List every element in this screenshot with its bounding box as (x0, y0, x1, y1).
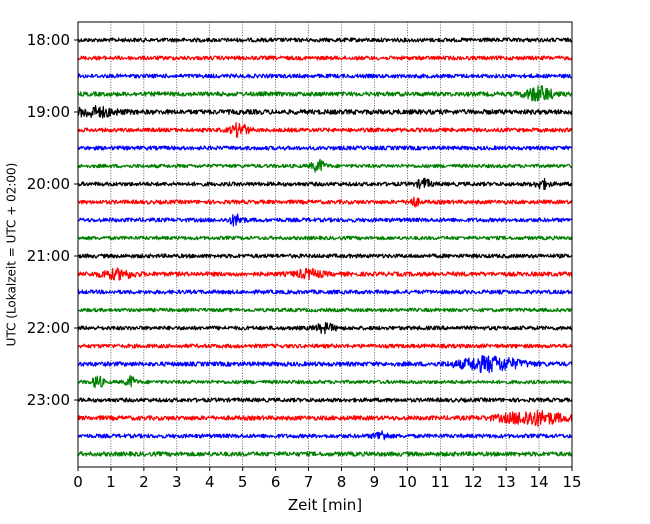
trace-2030 (77, 213, 573, 227)
x-tick-label: 2 (139, 473, 149, 491)
x-tick-label: 0 (73, 473, 83, 491)
x-tick-label: 14 (530, 473, 549, 491)
x-tick-label: 5 (238, 473, 248, 491)
trace-1800 (77, 37, 573, 43)
x-tick-label: 11 (431, 473, 450, 491)
trace-1945 (77, 158, 573, 173)
y-tick-label: 18:00 (27, 31, 70, 49)
x-tick-label: 9 (370, 473, 380, 491)
trace-1815 (77, 55, 573, 61)
trace-2100 (77, 253, 573, 259)
x-tick-label: 12 (464, 473, 483, 491)
x-tick-label: 6 (271, 473, 281, 491)
trace-2215 (77, 343, 573, 349)
trace-1930 (77, 145, 573, 151)
trace-1845 (77, 85, 573, 102)
trace-2000 (77, 177, 573, 191)
y-tick-label: 20:00 (27, 175, 70, 193)
trace-2200 (77, 322, 573, 335)
trace-2315 (77, 409, 573, 428)
plot-frame (77, 21, 573, 468)
x-tick-label: 7 (304, 473, 314, 491)
x-tick-label: 1 (106, 473, 116, 491)
trace-2245 (77, 375, 573, 389)
trace-2330 (77, 430, 573, 441)
x-tick-label: 3 (172, 473, 182, 491)
y-axis-label: UTC (Lokalzeit = UTC + 02:00) (5, 163, 19, 347)
trace-2345 (77, 451, 573, 457)
x-tick-label: 10 (398, 473, 417, 491)
trace-2300 (77, 397, 573, 403)
x-tick-label: 8 (337, 473, 347, 491)
x-axis: 0 1 2 3 4 5 6 7 8 9 10 11 12 13 14 15 (73, 467, 582, 491)
trace-layer (77, 37, 573, 457)
trace-2145 (77, 307, 573, 313)
y-tick-label: 22:00 (27, 319, 70, 337)
trace-2130 (77, 289, 573, 295)
trace-1830 (77, 73, 573, 79)
y-tick-label: 19:00 (27, 103, 70, 121)
x-tick-label: 15 (562, 473, 581, 491)
trace-1915 (77, 122, 573, 138)
trace-2115 (77, 267, 573, 281)
trace-2230 (77, 355, 573, 374)
y-tick-label: 23:00 (27, 391, 70, 409)
x-tick-label: 4 (205, 473, 215, 491)
trace-2045 (77, 235, 573, 241)
x-tick-label: 13 (497, 473, 516, 491)
y-axis: 18:00 19:00 20:00 21:00 22:00 23:00 (27, 31, 78, 409)
trace-1900 (77, 104, 573, 119)
y-tick-label: 21:00 (27, 247, 70, 265)
x-axis-label: Zeit [min] (288, 496, 362, 514)
trace-2015 (77, 196, 573, 208)
